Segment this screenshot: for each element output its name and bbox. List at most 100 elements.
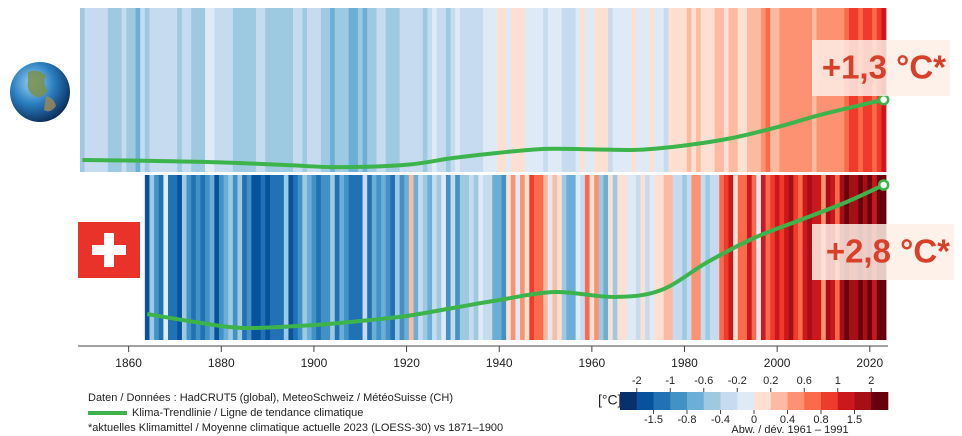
stripe [445, 175, 451, 340]
stripe [441, 175, 447, 340]
stripe [260, 8, 266, 172]
stripe [325, 175, 331, 340]
stripe [700, 175, 706, 340]
stripe [140, 8, 146, 172]
stripe [723, 175, 729, 340]
stripe [283, 8, 289, 172]
stripe [640, 175, 646, 340]
stripe [163, 8, 169, 172]
stripe [807, 8, 813, 172]
stripe [469, 8, 475, 172]
colorbar-swatch [636, 392, 654, 410]
stripe [390, 8, 396, 172]
stripe [422, 175, 428, 340]
colorbar-swatch [787, 392, 805, 410]
stripe [89, 8, 95, 172]
stripe [478, 8, 484, 172]
stripe [306, 175, 313, 340]
stripe [316, 8, 322, 172]
stripe [418, 175, 424, 340]
stripe [126, 8, 132, 172]
stripe [691, 175, 697, 340]
legend-label: Klima-Trendlinie / Ligne de tendance cli… [132, 407, 363, 419]
stripe [802, 175, 808, 340]
colorbar-swatch [837, 392, 855, 410]
stripe [311, 8, 317, 172]
stripe [765, 8, 771, 172]
stripe [186, 8, 192, 172]
stripe [621, 175, 627, 340]
stripe [385, 175, 391, 340]
stripe [154, 8, 160, 172]
stripe [413, 175, 419, 340]
stripe [797, 175, 804, 340]
stripe [362, 175, 368, 340]
trend-value-label: +2,8 °C* [826, 233, 950, 270]
stripe [251, 175, 257, 340]
stripe [432, 8, 438, 172]
stripe [483, 175, 489, 340]
stripe [404, 175, 410, 340]
stripe [543, 8, 549, 172]
stripe [672, 175, 678, 340]
stripe [330, 175, 336, 340]
colorbar-swatch [854, 392, 872, 410]
stripe [719, 8, 725, 172]
stripe [399, 8, 405, 172]
stripe [158, 175, 164, 340]
stripe [348, 8, 354, 172]
stripe [177, 175, 183, 340]
stripe [492, 8, 498, 172]
stripe [686, 175, 692, 340]
value-label-box [812, 224, 954, 280]
stripe [455, 175, 461, 340]
stripe [705, 8, 711, 172]
stripe [797, 8, 804, 172]
stripe [580, 175, 586, 340]
stripe [214, 8, 220, 172]
stripe [334, 8, 340, 172]
stripe [501, 8, 507, 172]
colorbar-swatch [821, 392, 839, 410]
trend-line [82, 97, 885, 170]
stripe [177, 8, 183, 172]
stripe [436, 175, 442, 340]
x-tick-label: 1940 [486, 356, 513, 370]
stripe [362, 8, 368, 172]
stripe [603, 175, 609, 340]
stripe [195, 175, 201, 340]
stripe [774, 175, 780, 340]
stripe [237, 175, 243, 340]
stripe [418, 8, 424, 172]
stripe [399, 175, 405, 340]
stripe [385, 8, 391, 172]
stripe [682, 175, 688, 340]
stripe [668, 8, 674, 172]
colorbar-tick-label: 0.6 [797, 375, 812, 387]
stripe [232, 175, 238, 340]
stripe [228, 175, 234, 340]
stripe [589, 8, 595, 172]
stripe [691, 8, 697, 172]
stripe [598, 8, 604, 172]
stripe [242, 8, 248, 172]
stripe [529, 8, 535, 172]
stripe [144, 175, 150, 340]
colorbar-swatch [687, 392, 705, 410]
stripe [728, 175, 734, 340]
stripe [320, 175, 326, 340]
stripe [770, 175, 776, 340]
stripe [714, 8, 720, 172]
stripe [445, 8, 451, 172]
stripe [353, 175, 359, 340]
stripe [571, 8, 577, 172]
colorbar-tick-label: 1.5 [847, 414, 862, 426]
stripe [663, 8, 669, 172]
stripe [427, 8, 433, 172]
stripe [719, 175, 725, 340]
stripe [205, 8, 211, 172]
stripe [552, 8, 558, 172]
stripe [501, 175, 507, 340]
stripe [98, 8, 104, 172]
